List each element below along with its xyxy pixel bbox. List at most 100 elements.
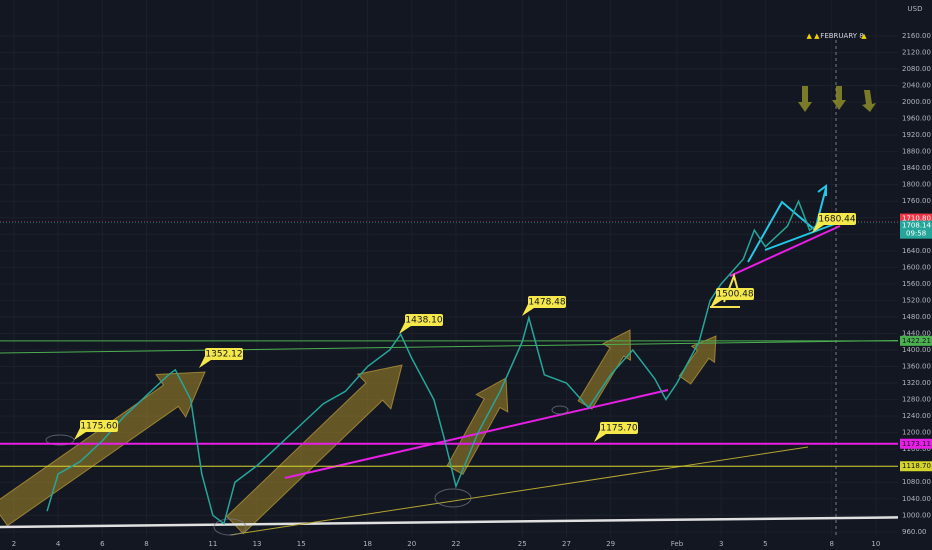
- y-tick-label: 1040.00: [902, 495, 931, 503]
- x-tick-label: 18: [363, 540, 372, 548]
- annotation-box: [205, 348, 243, 360]
- y-tick-label: 1200.00: [902, 429, 931, 437]
- y-tick-label: 960.00: [902, 528, 927, 536]
- event-label: FEBRUARY 8: [820, 32, 863, 40]
- annotation: 1175.70: [594, 422, 638, 442]
- annotation: 1438.10: [399, 314, 443, 334]
- y-tick-label: 1760.00: [902, 197, 931, 205]
- arrow: [225, 364, 403, 535]
- y-tick-label: 1240.00: [902, 412, 931, 420]
- y-tick-label: 1000.00: [902, 511, 931, 519]
- arrow: [577, 329, 632, 410]
- x-tick-label: 10: [871, 540, 880, 548]
- y-tick-label: 1960.00: [902, 115, 931, 123]
- annotation-pointer: [594, 430, 606, 442]
- icon: ▲ ▲: [807, 32, 821, 40]
- annotation-label: 1352.12: [205, 350, 242, 360]
- annotation-label: 1175.70: [600, 424, 637, 434]
- x-tick-label: 25: [518, 540, 527, 548]
- x-tick-label: 29: [606, 540, 615, 548]
- annotation-box: [528, 296, 566, 308]
- annotation: 1680.44: [812, 213, 856, 233]
- x-tick-label: 8: [829, 540, 833, 548]
- y-tick-label: 1640.00: [902, 247, 931, 255]
- trend-line: [0, 339, 932, 354]
- x-tick-label: Feb: [671, 540, 684, 548]
- annotation-box: [80, 420, 118, 432]
- down-arrows: [798, 86, 876, 112]
- y-tick-label: 1440.00: [902, 329, 931, 337]
- y-tick-label: 1280.00: [902, 396, 931, 404]
- y-tick-label: 1840.00: [902, 164, 931, 172]
- annotation-box: [405, 314, 443, 326]
- y-tick-label: 2040.00: [902, 82, 931, 90]
- x-tick-label: 11: [208, 540, 217, 548]
- x-tick-label: 27: [562, 540, 571, 548]
- y-tick-label: 1080.00: [902, 478, 931, 486]
- annotation-pointer: [74, 428, 86, 440]
- annotation: 1478.48: [522, 296, 566, 316]
- level-badge: [900, 438, 932, 449]
- icon: ▲: [861, 32, 867, 40]
- price-label: 1710.80: [902, 215, 931, 223]
- y-tick-label: 1320.00: [902, 379, 931, 387]
- annotation-label: 1680.44: [818, 215, 855, 225]
- annotation-pointer: [399, 322, 411, 334]
- y-tick-label: 1360.00: [902, 363, 931, 371]
- currency: USD: [908, 5, 923, 13]
- y-tick-label: 1920.00: [902, 131, 931, 139]
- annotation-label: 1175.60: [80, 422, 117, 432]
- annotation: 1175.60: [74, 420, 118, 440]
- price-badge: [900, 213, 932, 224]
- annotation-pointer: [199, 356, 211, 368]
- highlights: [45, 405, 569, 536]
- annotation-pointer: [710, 296, 722, 308]
- x-tick-label: 15: [297, 540, 306, 548]
- pattern: [747, 187, 827, 263]
- y-tick-label: 1560.00: [902, 280, 931, 288]
- x-tick-label: 2: [12, 540, 16, 548]
- y-tick-label: 2080.00: [902, 65, 931, 73]
- trend-line: [284, 389, 669, 479]
- annotation-box: [716, 288, 754, 300]
- price-label: 1708.14: [902, 222, 931, 230]
- level-badge: [900, 461, 932, 472]
- annotation-label: 1478.48: [528, 298, 565, 308]
- y-tick-label: 2000.00: [902, 98, 931, 106]
- y-tick-label: 1160.00: [902, 445, 931, 453]
- x-tick-label: 4: [56, 540, 61, 548]
- x-tick-label: 5: [763, 540, 767, 548]
- annotation: 1500.48: [710, 288, 754, 308]
- annotation-label: 1500.48: [716, 290, 753, 300]
- annotation-box: [818, 213, 856, 225]
- x-tick-label: 22: [452, 540, 461, 548]
- drawings: [0, 329, 717, 535]
- annotation-pointer: [812, 221, 824, 233]
- y-tick-label: 1880.00: [902, 148, 931, 156]
- level-label: 1173.11: [902, 440, 931, 448]
- arrow: [446, 377, 509, 476]
- price-line: [46, 199, 822, 525]
- annotation-box: [600, 422, 638, 434]
- pattern: [817, 184, 827, 196]
- trend-line: [729, 225, 841, 277]
- annotation-label: 1438.10: [405, 316, 442, 326]
- annotation: 1352.12: [199, 348, 243, 368]
- x-tick-label: 3: [719, 540, 723, 548]
- annotation-pointer: [522, 304, 534, 316]
- x-tick-label: 20: [407, 540, 416, 548]
- trend-line: [229, 446, 809, 536]
- y-tick-label: 1520.00: [902, 296, 931, 304]
- level-label: 1422.21: [902, 337, 931, 345]
- y-tick-label: 1400.00: [902, 346, 931, 354]
- trend-line: [0, 515, 932, 529]
- y-tick-label: 2160.00: [902, 32, 931, 40]
- y-tick-label: 1600.00: [902, 263, 931, 271]
- level-label: 1118.70: [902, 462, 931, 470]
- y-tick-label: 1480.00: [902, 313, 931, 321]
- arrow: [0, 371, 206, 527]
- price-badge: [900, 220, 932, 239]
- y-tick-label: 1800.00: [902, 181, 931, 189]
- price-axis: [898, 0, 932, 550]
